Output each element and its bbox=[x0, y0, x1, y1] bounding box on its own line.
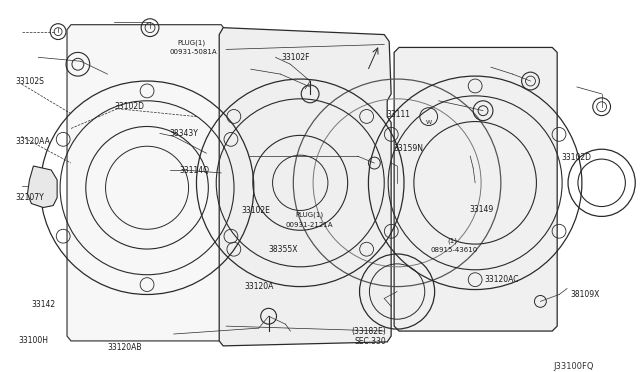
Text: 33102E: 33102E bbox=[241, 206, 270, 215]
Text: 38355X: 38355X bbox=[269, 245, 298, 254]
Text: 33142: 33142 bbox=[31, 301, 56, 310]
Text: 33111: 33111 bbox=[386, 110, 410, 119]
Text: 33114Q: 33114Q bbox=[180, 166, 210, 175]
Polygon shape bbox=[67, 25, 225, 341]
Text: 33120A: 33120A bbox=[244, 282, 273, 291]
Text: J33100FQ: J33100FQ bbox=[553, 362, 594, 371]
Text: 33120AC: 33120AC bbox=[484, 275, 518, 284]
Text: 32107Y: 32107Y bbox=[15, 193, 44, 202]
Polygon shape bbox=[220, 28, 391, 346]
Text: 33120AA: 33120AA bbox=[15, 137, 51, 146]
Text: 33159N: 33159N bbox=[393, 144, 423, 153]
Text: 08915-43610: 08915-43610 bbox=[431, 247, 478, 253]
Text: 38109X: 38109X bbox=[570, 289, 600, 299]
Text: 33149: 33149 bbox=[469, 205, 493, 214]
Text: PLUG(1): PLUG(1) bbox=[295, 211, 323, 218]
Text: 00931-2121A: 00931-2121A bbox=[285, 222, 333, 228]
Text: 00931-5081A: 00931-5081A bbox=[170, 49, 218, 55]
Text: SEC.330: SEC.330 bbox=[355, 337, 387, 346]
Text: 33120AB: 33120AB bbox=[108, 343, 142, 352]
Polygon shape bbox=[394, 48, 557, 331]
Text: 33102D: 33102D bbox=[115, 102, 145, 111]
Text: (33182E): (33182E) bbox=[351, 327, 387, 336]
Text: 33100H: 33100H bbox=[19, 336, 49, 345]
Text: 33102F: 33102F bbox=[282, 53, 310, 62]
Text: (1): (1) bbox=[447, 237, 458, 244]
Text: W: W bbox=[426, 119, 432, 125]
Text: PLUG(1): PLUG(1) bbox=[178, 39, 206, 46]
Text: 33102D: 33102D bbox=[561, 153, 591, 162]
Text: 33102S: 33102S bbox=[15, 77, 45, 86]
Text: 38343Y: 38343Y bbox=[170, 129, 198, 138]
Polygon shape bbox=[28, 166, 57, 208]
